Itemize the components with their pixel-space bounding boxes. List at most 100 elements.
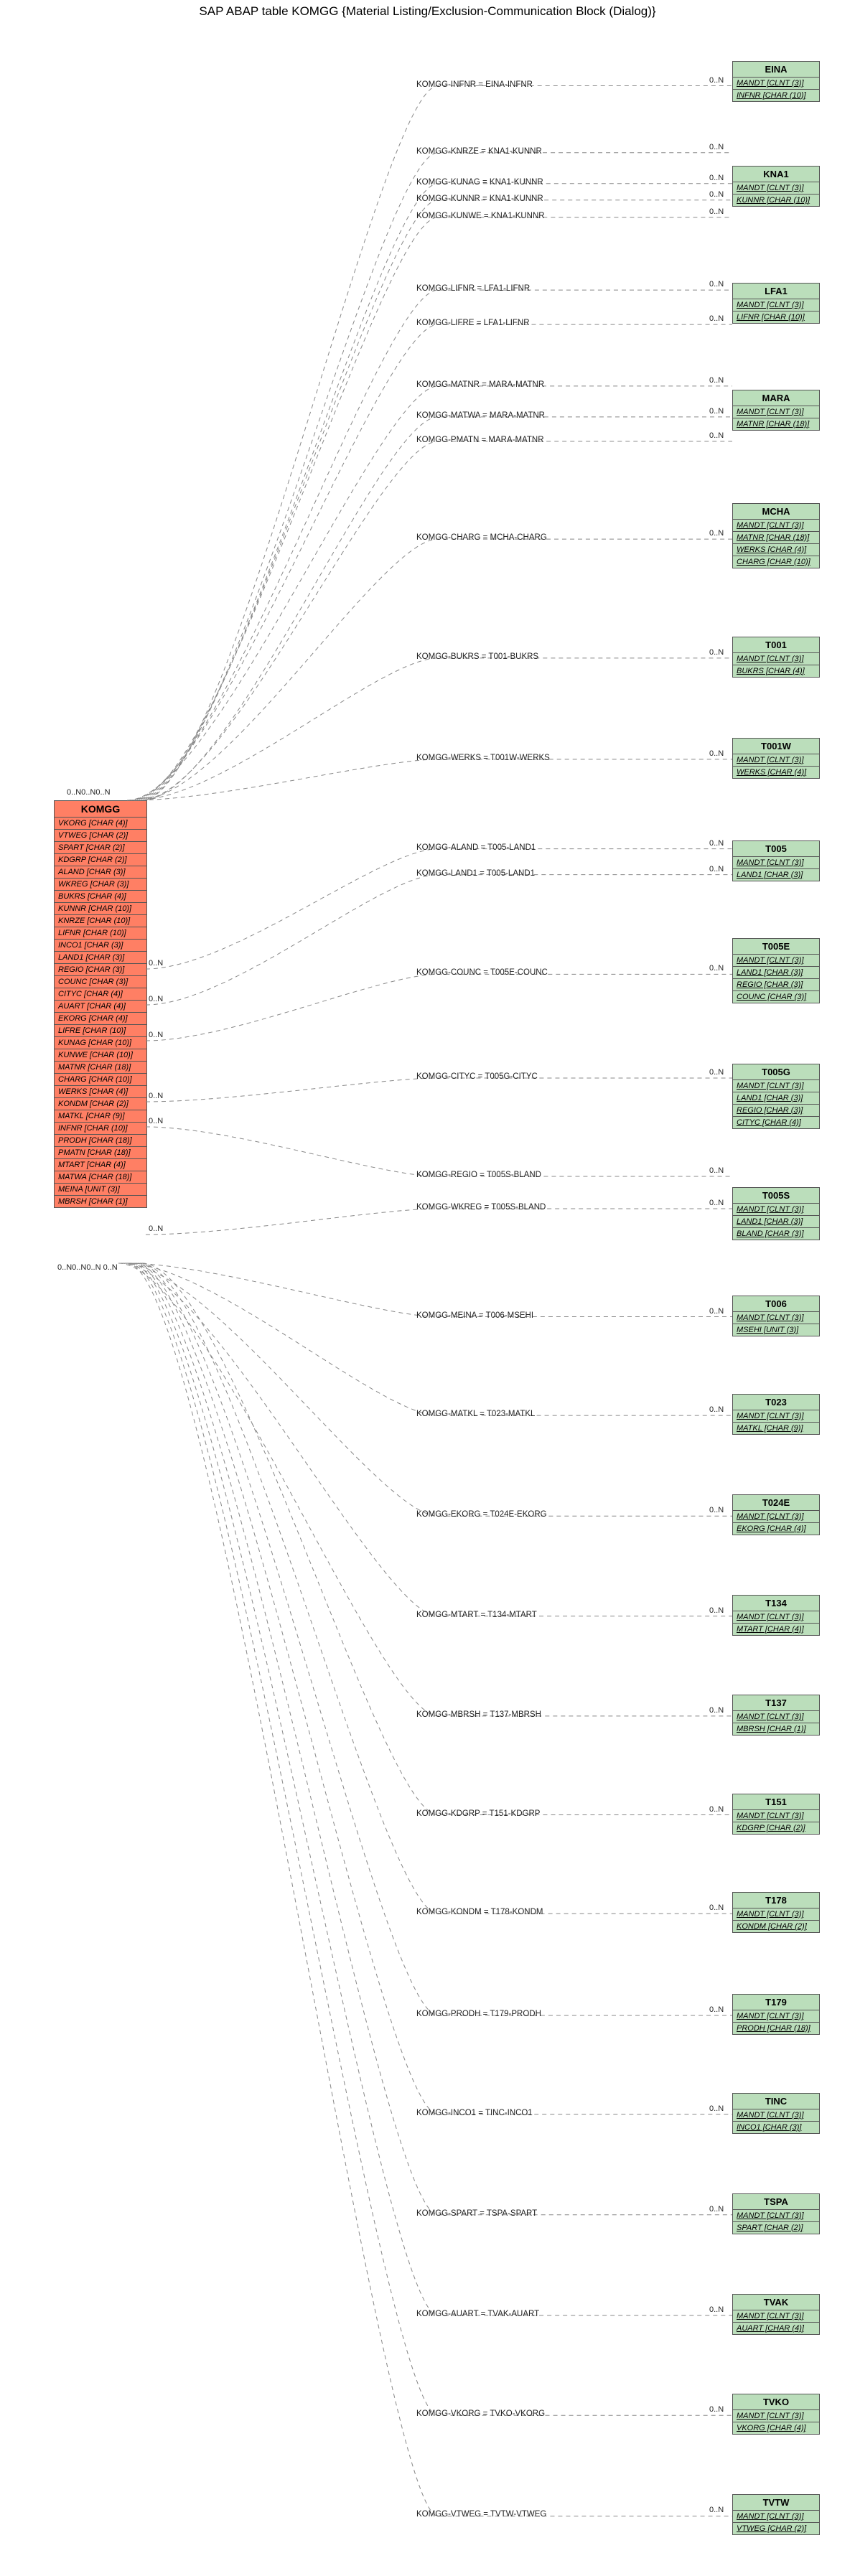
ref-table-t151: T151MANDT [CLNT (3)]KDGRP [CHAR (2)] [732,1794,820,1835]
cardinality-right: 0..N [709,529,724,538]
komgg-field: MATWA [CHAR (18)] [55,1171,146,1183]
edge-label: KOMGG-LAND1 = T005-LAND1 [416,869,535,878]
komgg-bottom-cardinality: 0..N0..N0..N 0..N [57,1263,118,1272]
ref-field: MANDT [CLNT (3)] [733,1079,819,1092]
ref-table-t005g: T005GMANDT [CLNT (3)]LAND1 [CHAR (3)]REG… [732,1064,820,1129]
ref-header: T137 [733,1695,819,1710]
ref-header: T134 [733,1596,819,1611]
cardinality-right: 0..N [709,407,724,416]
cardinality-right: 0..N [709,1805,724,1814]
cardinality-right: 0..N [709,280,724,289]
ref-table-t006: T006MANDT [CLNT (3)]MSEHI [UNIT (3)] [732,1296,820,1336]
komgg-field: AUART [CHAR (4)] [55,1000,146,1012]
cardinality-right: 0..N [709,1199,724,1207]
komgg-field: VKORG [CHAR (4)] [55,817,146,829]
ref-field: MANDT [CLNT (3)] [733,299,819,311]
ref-field: KDGRP [CHAR (2)] [733,1822,819,1834]
ref-field: INFNR [CHAR (10)] [733,89,819,101]
cardinality-right: 0..N [709,1506,724,1514]
cardinality-right: 0..N [709,2205,724,2214]
komgg-field: KONDM [CHAR (2)] [55,1097,146,1110]
komgg-field: VTWEG [CHAR (2)] [55,829,146,841]
edge-label: KOMGG-CHARG = MCHA-CHARG [416,533,547,542]
edge-label: KOMGG-MEINA = T006-MSEHI [416,1311,533,1320]
edge-label: KOMGG-WKREG = T005S-BLAND [416,1203,546,1212]
ref-header: T178 [733,1893,819,1908]
komgg-field: ALAND [CHAR (3)] [55,866,146,878]
edge-label: KOMGG-COUNC = T005E-COUNC [416,968,548,977]
cardinality-right: 0..N [709,1307,724,1316]
ref-field: LIFNR [CHAR (10)] [733,311,819,323]
ref-field: CITYC [CHAR (4)] [733,1116,819,1128]
edge-label: KOMGG-AUART = TVAK-AUART [416,2310,539,2318]
cardinality-left: 0..N [149,1092,163,1100]
ref-header: TINC [733,2094,819,2109]
komgg-field: REGIO [CHAR (3)] [55,963,146,975]
ref-field: MANDT [CLNT (3)] [733,1611,819,1623]
komgg-field: LAND1 [CHAR (3)] [55,951,146,963]
ref-table-t137: T137MANDT [CLNT (3)]MBRSH [CHAR (1)] [732,1695,820,1736]
edge-label: KOMGG-MTART = T134-MTART [416,1611,537,1619]
ref-field: MBRSH [CHAR (1)] [733,1723,819,1735]
cardinality-right: 0..N [709,174,724,182]
komgg-field: CITYC [CHAR (4)] [55,988,146,1000]
cardinality-right: 0..N [709,190,724,199]
ref-field: AUART [CHAR (4)] [733,2322,819,2334]
cardinality-left: 0..N [149,1224,163,1233]
ref-table-t023: T023MANDT [CLNT (3)]MATKL [CHAR (9)] [732,1394,820,1435]
cardinality-right: 0..N [709,1706,724,1715]
edge-label: KOMGG-MATNR = MARA-MATNR [416,380,544,389]
komgg-top-cardinality: 0..N0..N0..N [67,788,111,797]
edge-label: KOMGG-LIFRE = LFA1-LIFNR [416,319,530,327]
ref-header: T005 [733,841,819,856]
cardinality-left: 0..N [149,1031,163,1039]
komgg-field: CHARG [CHAR (10)] [55,1073,146,1085]
ref-field: MANDT [CLNT (3)] [733,2409,819,2422]
edge-label: KOMGG-VKORG = TVKO-VKORG [416,2409,545,2418]
ref-field: MANDT [CLNT (3)] [733,1809,819,1822]
edge-label: KOMGG-PMATN = MARA-MATNR [416,436,544,444]
komgg-field: SPART [CHAR (2)] [55,841,146,853]
ref-header: T151 [733,1794,819,1809]
ref-header: MARA [733,390,819,406]
edge-label: KOMGG-INFNR = EINA-INFNR [416,80,533,89]
ref-field: MANDT [CLNT (3)] [733,1908,819,1920]
cardinality-right: 0..N [709,2506,724,2514]
komgg-field: LIFRE [CHAR (10)] [55,1024,146,1036]
ref-table-t179: T179MANDT [CLNT (3)]PRODH [CHAR (18)] [732,1994,820,2035]
edge-label: KOMGG-WERKS = T001W-WERKS [416,754,550,762]
cardinality-right: 0..N [709,1405,724,1414]
ref-field: KUNNR [CHAR (10)] [733,194,819,206]
ref-field: WERKS [CHAR (4)] [733,766,819,778]
ref-header: TSPA [733,2194,819,2209]
ref-table-t005: T005MANDT [CLNT (3)]LAND1 [CHAR (3)] [732,840,820,881]
ref-table-t024e: T024EMANDT [CLNT (3)]EKORG [CHAR (4)] [732,1494,820,1535]
ref-field: MANDT [CLNT (3)] [733,2310,819,2322]
edge-label: KOMGG-EKORG = T024E-EKORG [416,1510,547,1519]
komgg-table: KOMGG VKORG [CHAR (4)]VTWEG [CHAR (2)]SP… [54,800,147,1208]
ref-header: T001 [733,637,819,652]
ref-field: MANDT [CLNT (3)] [733,2109,819,2121]
edge-label: KOMGG-SPART = TSPA-SPART [416,2209,537,2218]
cardinality-right: 0..N [709,207,724,216]
ref-field: MATNR [CHAR (18)] [733,418,819,430]
edge-label: KOMGG-KUNAG = KNA1-KUNNR [416,178,543,187]
komgg-field: WERKS [CHAR (4)] [55,1085,146,1097]
ref-field: WERKS [CHAR (4)] [733,543,819,556]
cardinality-right: 0..N [709,431,724,440]
ref-field: MANDT [CLNT (3)] [733,2010,819,2022]
cardinality-right: 0..N [709,2405,724,2414]
edge-label: KOMGG-KNRZE = KNA1-KUNNR [416,147,542,156]
komgg-field: MTART [CHAR (4)] [55,1158,146,1171]
cardinality-right: 0..N [709,76,724,85]
ref-field: MATKL [CHAR (9)] [733,1422,819,1434]
ref-header: LFA1 [733,284,819,299]
ref-field: MANDT [CLNT (3)] [733,1510,819,1522]
cardinality-right: 0..N [709,964,724,973]
edge-label: KOMGG-INCO1 = TINC-INCO1 [416,2109,533,2117]
edge-label: KOMGG-LIFNR = LFA1-LIFNR [416,284,530,293]
cardinality-left: 0..N [149,1117,163,1125]
ref-field: LAND1 [CHAR (3)] [733,868,819,881]
cardinality-right: 0..N [709,749,724,758]
ref-header: T023 [733,1395,819,1410]
